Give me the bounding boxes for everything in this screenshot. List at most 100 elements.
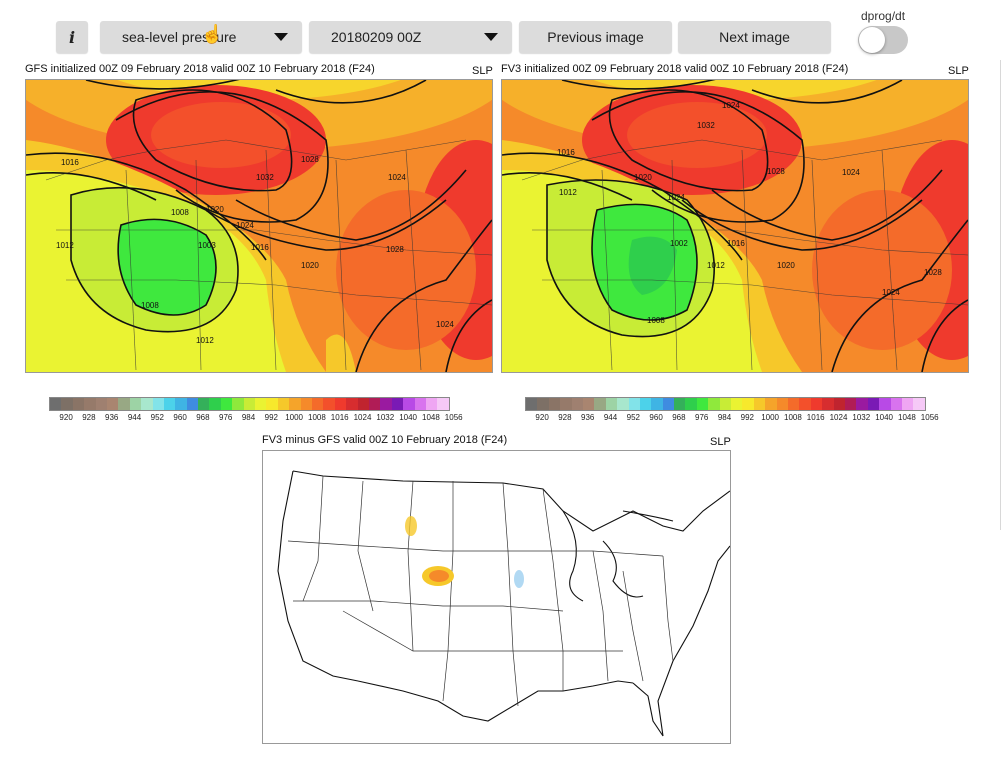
colorbar-swatch — [186, 398, 199, 410]
colorbar-tick-label: 952 — [626, 413, 640, 422]
colorbar-tick-label: 944 — [603, 413, 618, 422]
gfs-slp-map: 1016 1012 1008 1020 1024 1032 1028 1024 … — [25, 79, 493, 373]
fv3-panel-title: FV3 initialized 00Z 09 February 2018 val… — [501, 63, 849, 75]
diff-slp-map — [262, 450, 731, 744]
colorbar-swatch — [639, 398, 652, 410]
colorbar-swatch — [901, 398, 914, 410]
colorbar-tick-label: 1040 — [399, 413, 417, 422]
colorbar-swatch — [537, 398, 549, 410]
colorbar-tick-label: 920 — [535, 413, 549, 422]
colorbar-swatch — [571, 398, 583, 410]
colorbar-swatch — [799, 398, 811, 410]
contour-label: 1002 — [670, 239, 688, 248]
contour-label: 1020 — [206, 205, 224, 214]
variable-select[interactable]: sea-level pressure — [100, 21, 302, 53]
colorbar-swatch — [84, 398, 96, 410]
colorbar-tick-label: 944 — [127, 413, 142, 422]
colorbar-swatch — [403, 398, 415, 410]
colorbar-swatch — [414, 398, 426, 410]
colorbar-swatch — [628, 398, 640, 410]
contour-label: 1032 — [697, 121, 715, 130]
colorbar-swatch — [175, 398, 187, 410]
colorbar-swatch — [776, 398, 788, 410]
colorbar-tick-label: 1000 — [761, 413, 779, 422]
contour-label: 1012 — [56, 241, 74, 250]
colorbar-tick-label: 976 — [695, 413, 709, 422]
colorbar-swatch — [277, 398, 290, 410]
contour-label: 1024 — [388, 173, 406, 182]
colorbar-swatch — [844, 398, 857, 410]
fv3-colorbar: 920 928 936 944 952 960 968 976 984 992 1000 1008 10… — [525, 397, 939, 423]
colorbar-swatch — [582, 398, 595, 410]
dprog-dt-toggle[interactable] — [858, 26, 908, 54]
chevron-down-icon — [484, 33, 498, 41]
contour-label: 1016 — [61, 158, 79, 167]
colorbar-swatch — [425, 398, 438, 410]
colorbar-swatch — [548, 398, 561, 410]
colorbar-swatch — [106, 398, 119, 410]
colorbar-swatch — [380, 398, 392, 410]
variable-select-value: sea-level pressure — [122, 29, 237, 45]
colorbar-tick-label: 968 — [672, 413, 686, 422]
colorbar-swatch — [118, 398, 130, 410]
colorbar-tick-label: 928 — [558, 413, 572, 422]
contour-label: 1016 — [557, 148, 575, 157]
contour-label: 1003 — [198, 241, 216, 250]
colorbar-tick-label: 1048 — [421, 413, 440, 422]
contour-label: 1028 — [767, 167, 785, 176]
contour-label: 1012 — [707, 261, 725, 270]
contour-label: 1024 — [236, 221, 254, 230]
colorbar-swatch — [662, 398, 675, 410]
colorbar-swatch — [890, 398, 902, 410]
colorbar-swatch — [50, 398, 62, 410]
colorbar-swatch — [300, 398, 312, 410]
colorbar-tick-label: 1048 — [897, 413, 916, 422]
colorbar-swatch — [334, 398, 347, 410]
colorbar-tick-label: 1008 — [307, 413, 326, 422]
colorbar-tick-label: 960 — [649, 413, 663, 422]
contour-label: 1020 — [634, 173, 652, 182]
colorbar-swatch — [594, 398, 606, 410]
next-image-button[interactable]: Next image — [678, 21, 831, 53]
colorbar-swatch — [674, 398, 686, 410]
colorbar-tick-label: 1008 — [783, 413, 802, 422]
diff-panel-title: FV3 minus GFS valid 00Z 10 February 2018… — [262, 434, 508, 446]
contour-label: 1028 — [386, 245, 404, 254]
colorbar-swatch — [311, 398, 324, 410]
colorbar-tick-label: 960 — [173, 413, 187, 422]
colorbar-tick-label: 936 — [581, 413, 595, 422]
colorbar-swatch — [437, 398, 449, 410]
colorbar-swatch — [163, 398, 176, 410]
gfs-panel-tag: SLP — [472, 65, 493, 77]
colorbar-swatch — [685, 398, 697, 410]
colorbar-swatches — [525, 397, 926, 411]
colorbar-tick-label: 1056 — [920, 413, 939, 422]
colorbar-swatch — [368, 398, 381, 410]
info-button[interactable]: i — [56, 21, 88, 53]
colorbar-swatch — [266, 398, 278, 410]
colorbar-swatch — [141, 398, 153, 410]
contour-label: 1024 — [722, 101, 740, 110]
colorbar-swatch — [243, 398, 256, 410]
date-select[interactable]: 20180209 00Z — [309, 21, 512, 53]
contour-label: 1020 — [301, 261, 319, 270]
colorbar-tick-label: 992 — [264, 413, 278, 422]
toggle-knob — [859, 27, 885, 53]
colorbar-tick-label: 976 — [219, 413, 233, 422]
colorbar-tick-label: 1040 — [875, 413, 893, 422]
colorbar-swatch — [526, 398, 538, 410]
colorbar-swatch — [708, 398, 720, 410]
contour-label: 1024 — [436, 320, 454, 329]
colorbar-swatch — [605, 398, 618, 410]
colorbar-swatch — [357, 398, 369, 410]
colorbar-swatch — [765, 398, 777, 410]
gfs-colorbar: 920 928 936 944 952 960 968 976 984 992 1000 1008 10… — [49, 397, 463, 423]
colorbar-swatch — [255, 398, 267, 410]
contour-label: 1032 — [256, 173, 274, 182]
colorbar-swatch — [742, 398, 754, 410]
previous-image-button[interactable]: Previous image — [519, 21, 672, 53]
colorbar-tick-label: 984 — [241, 413, 256, 422]
colorbar-swatch — [232, 398, 244, 410]
colorbar-swatch — [617, 398, 629, 410]
colorbar-swatch — [913, 398, 925, 410]
